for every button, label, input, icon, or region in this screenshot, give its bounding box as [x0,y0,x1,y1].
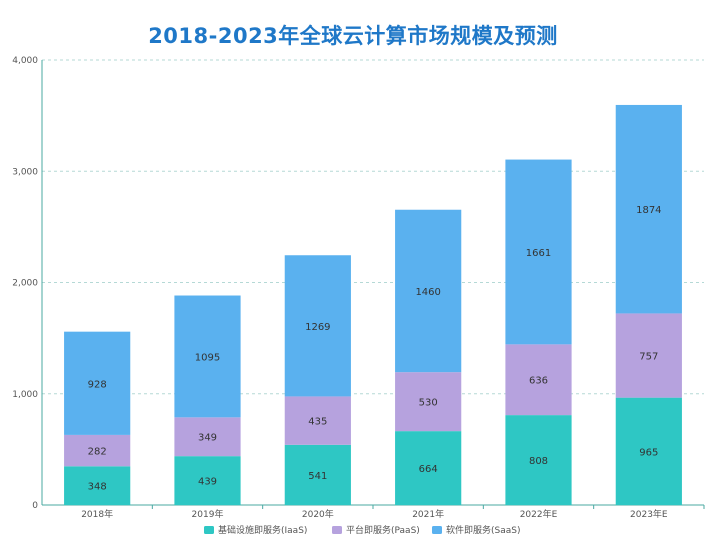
axes: 0 1,000 2,000 3,000 4,000 2018年 2019年 2020年 2021… [12,56,705,520]
bar-value-label: 1095 [195,352,220,363]
bar-value-label: 636 [529,376,548,387]
bar-segment [505,159,572,345]
bar-value-label: 349 [198,433,217,444]
x-tick-label: 2019年 [192,508,224,520]
y-tick-label: 4,000 [12,56,38,66]
bar-value-label: 928 [88,379,107,390]
y-tick-label: 1,000 [12,390,38,400]
legend-label: 基础设施即服务(IaaS) [218,524,307,536]
data-labels: 348 282 928 439 349 1095 541 435 1269 664 530 1460 8… [88,205,662,492]
bar-value-label: 435 [308,417,327,428]
x-tick-label: 2023年E [630,508,668,520]
bar-segment [395,372,462,432]
bar-segment [284,396,351,445]
bar-value-label: 530 [419,398,438,409]
bar-segment [64,331,131,435]
grid-lines [42,59,704,395]
chart-title: 2018-2023年全球云计算市场规模及预测 [148,24,558,48]
bar-value-label: 1661 [526,248,551,259]
bar-segment [174,456,241,505]
bar-value-label: 541 [308,471,327,482]
bar-value-label: 808 [529,456,548,467]
legend-swatch [432,526,442,534]
bar-segment [615,104,682,314]
y-tick-label: 0 [32,501,38,511]
bar-value-label: 282 [88,447,107,458]
legend-label: 软件即服务(SaaS) [446,524,520,536]
x-tick-label: 2021年 [412,508,444,520]
bar-value-label: 348 [88,482,107,493]
y-tick-label: 2,000 [12,279,38,289]
bar-segment [174,417,241,457]
bar-value-label: 439 [198,477,217,488]
bar-segment [505,415,572,505]
bar-value-label: 757 [639,352,658,363]
bar-segment [174,295,241,418]
legend: 基础设施即服务(IaaS) 平台即服务(PaaS) 软件即服务(SaaS) [204,524,520,536]
bar-segment [505,344,572,416]
bar-value-label: 1269 [305,322,330,333]
bars [64,104,682,505]
x-tick-label: 2020年 [302,508,334,520]
bar-value-label: 1874 [636,205,661,216]
bar-segment [395,209,462,373]
legend-label: 平台即服务(PaaS) [346,524,420,536]
bar-segment [395,431,462,505]
bar-segment [284,255,351,397]
y-tick-label: 3,000 [12,167,38,177]
legend-swatch [332,526,342,534]
bar-segment [615,313,682,398]
legend-swatch [204,526,214,534]
x-tick-label: 2018年 [81,508,113,520]
x-tick-label: 2022年E [520,508,558,520]
bar-value-label: 664 [419,464,438,475]
bar-segment [284,444,351,505]
bar-value-label: 1460 [415,287,440,298]
bar-segment [64,434,131,467]
bar-value-label: 965 [639,447,658,458]
bar-segment [64,466,131,505]
bar-segment [615,397,682,505]
